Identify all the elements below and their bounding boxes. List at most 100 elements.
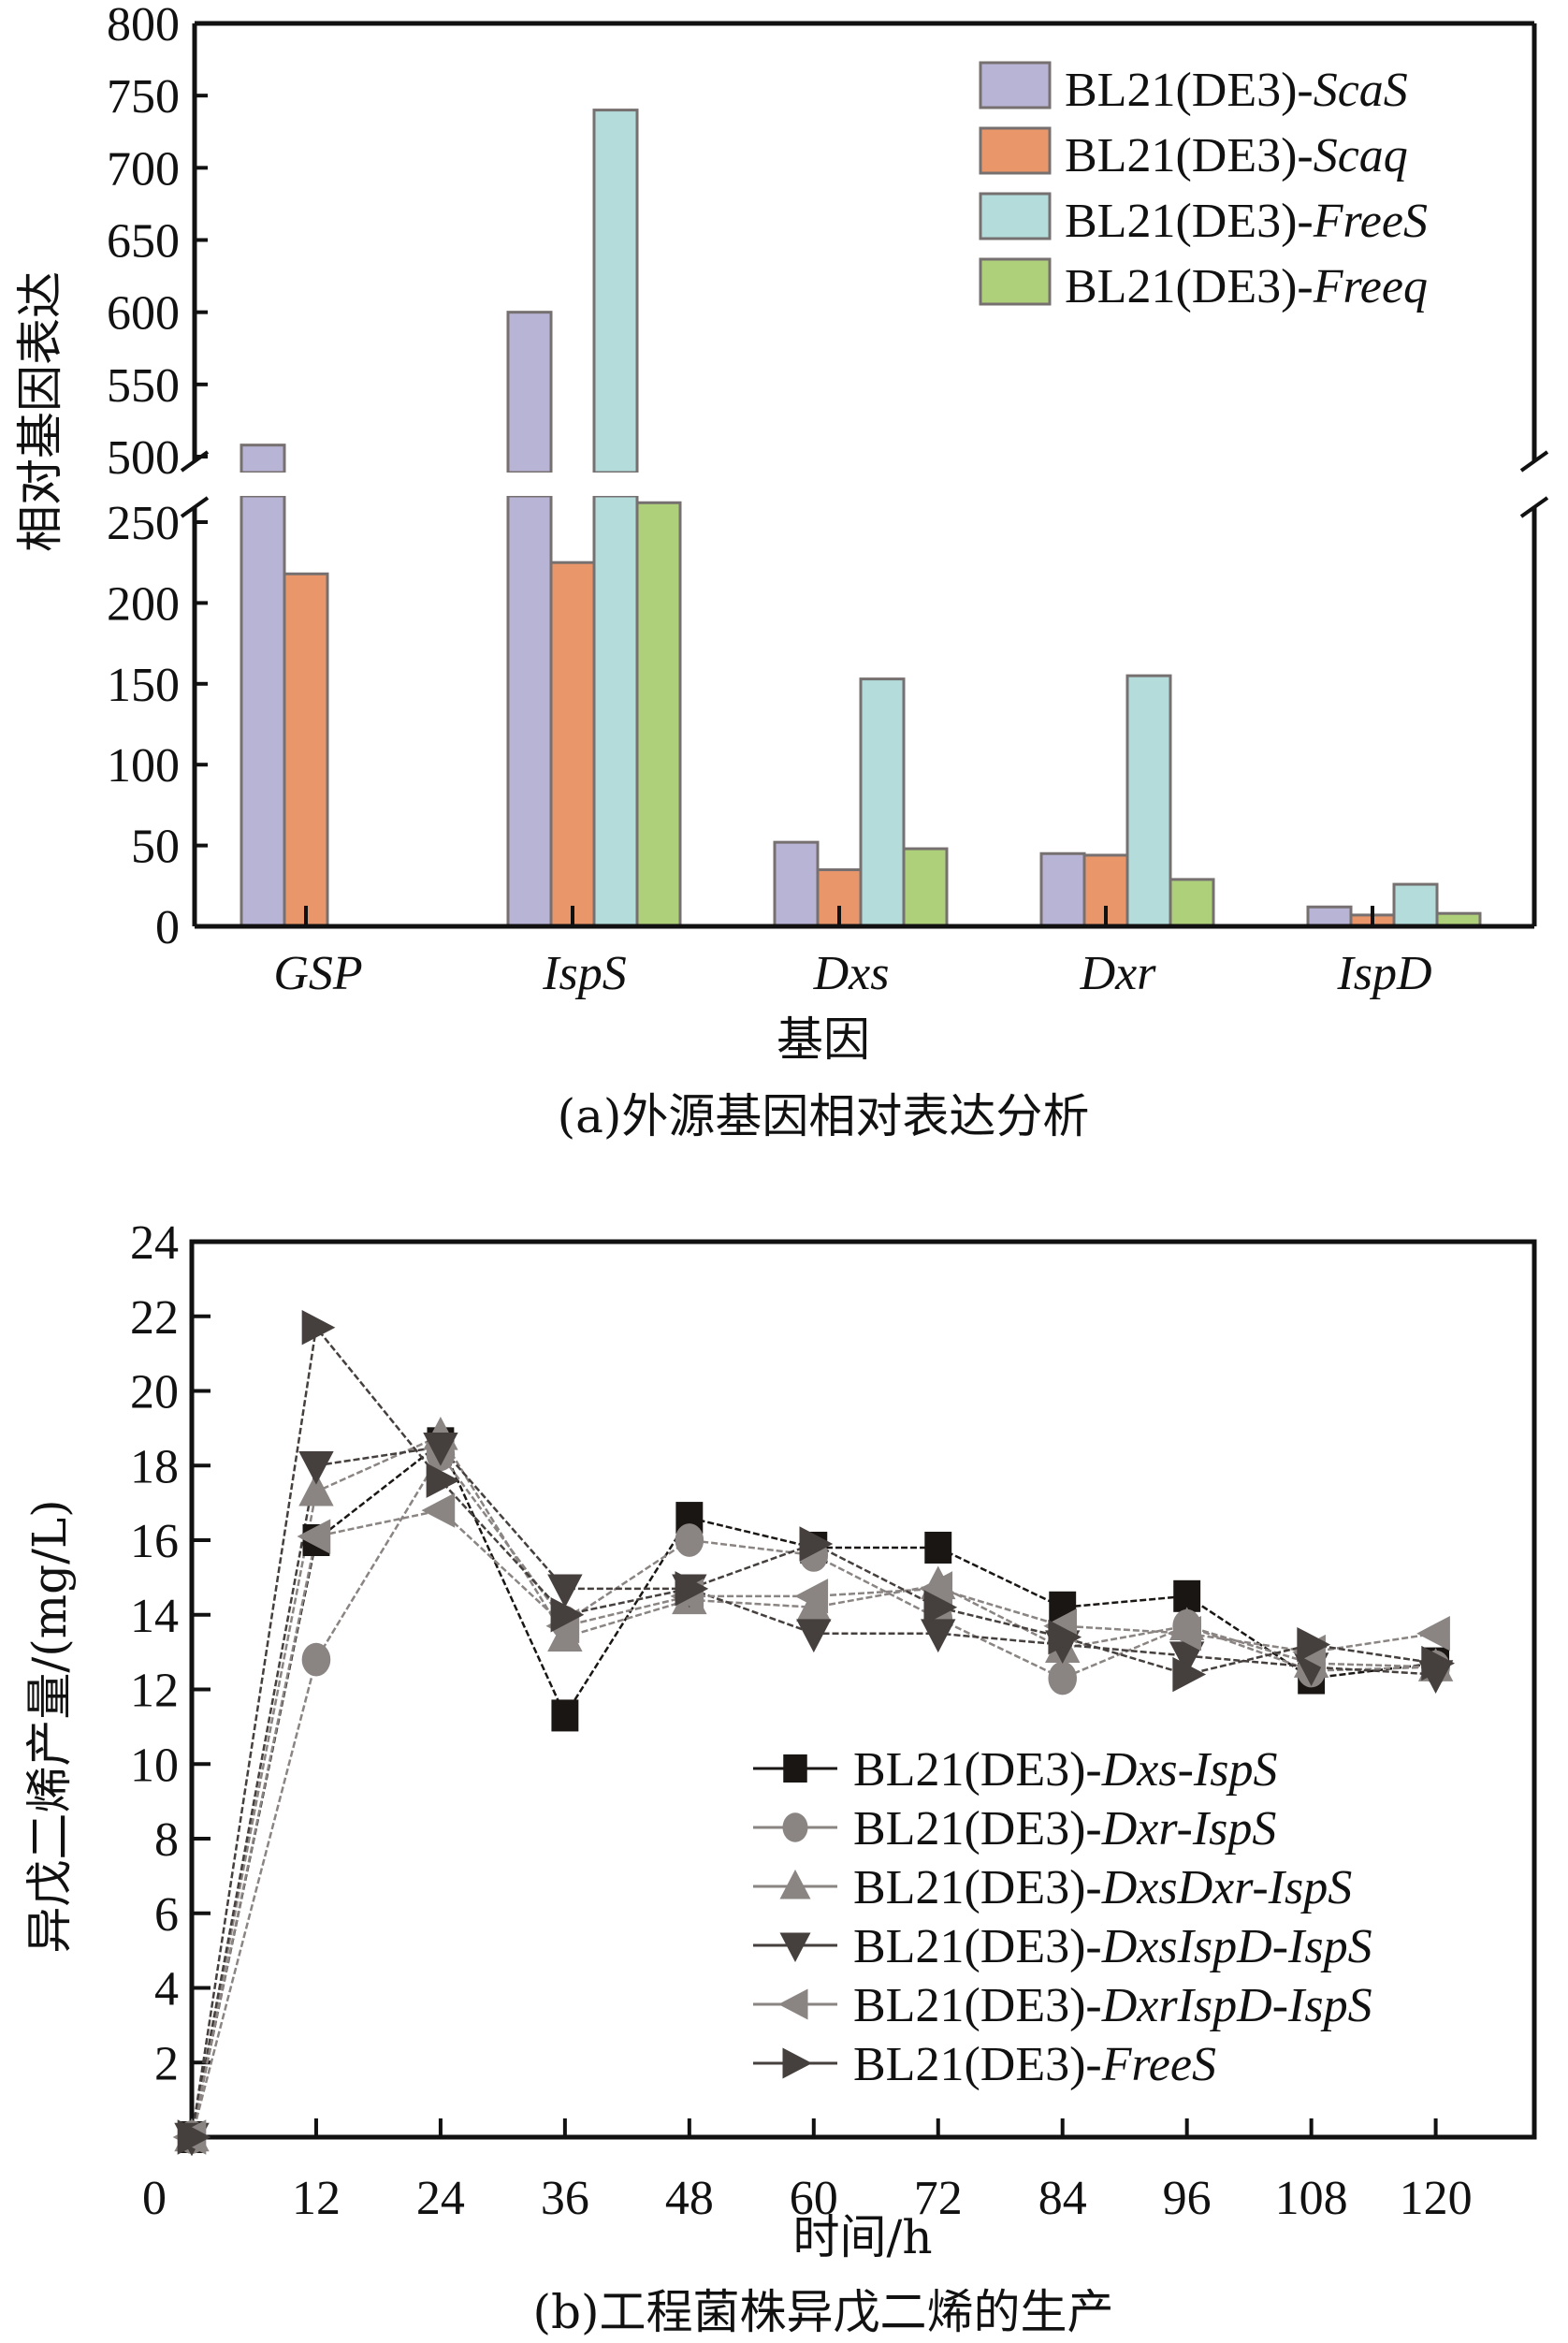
y-tick-label: 2 (154, 2037, 179, 2090)
y-tick-label: 8 (154, 1813, 179, 1867)
bar-Dxs-ScaS (773, 840, 820, 928)
x-tick-label: 24 (416, 2172, 465, 2225)
marker-square (551, 1699, 579, 1732)
marker-triangle-down (547, 1574, 583, 1608)
x-tick-label: Dxs (813, 947, 890, 1000)
marker-triangle-up (298, 1472, 334, 1506)
bar-IspS-FreeS-lower (592, 494, 639, 928)
x-tick-label: 108 (1275, 2172, 1348, 2225)
marker-triangle-left (794, 1579, 829, 1614)
x-tick-label: 12 (292, 2172, 341, 2225)
legend-marker-square (783, 1754, 807, 1783)
y-tick-label: 20 (130, 1366, 179, 1419)
marker-triangle-down (423, 1433, 458, 1466)
marker-triangle-right (1297, 1626, 1331, 1663)
x-tick-label: 36 (541, 2172, 589, 2225)
y-tick-label: 24 (130, 1216, 179, 1270)
y-tick-label: 250 (107, 497, 180, 550)
y-tick-label: 6 (154, 1888, 179, 1942)
y-tick-label: 14 (130, 1590, 179, 1643)
bar-IspS-Scaq (549, 560, 596, 928)
marker-triangle-left (421, 1492, 456, 1528)
bar-IspD-FreeS (1392, 882, 1439, 928)
legend-marker-triangle-up (779, 1870, 811, 1899)
x-axis-title: 基因 (777, 1012, 870, 1067)
bar-IspS-Freeq (635, 501, 682, 928)
y-tick-label: 10 (130, 1739, 179, 1792)
x-tick-label: Dxr (1080, 947, 1157, 1000)
y-tick-label: 600 (107, 287, 180, 341)
bar-GSP-Scaq (283, 572, 329, 928)
y-tick-label: 18 (130, 1440, 179, 1493)
legend-marker-circle (782, 1812, 808, 1842)
marker-triangle-left (1416, 1615, 1450, 1652)
x-tick-label: IspD (1336, 947, 1431, 1000)
axis-break-mark (1519, 450, 1549, 473)
legend-swatch (979, 61, 1052, 109)
bar-chart-relative-expression: 0 50 100 150 200 250 500 550 600 650 700 750 800 GSP I… (13, 0, 1549, 1143)
bar-GSP-ScaS-lower (240, 494, 286, 928)
series-line-FreeS (190, 1324, 1436, 2138)
y-tick-label: 0 (155, 901, 180, 954)
x-tick-label: 48 (665, 2172, 714, 2225)
axis-break-mark (180, 496, 210, 518)
marker-triangle-right (1421, 1645, 1455, 1681)
legend-label: BL21(DE3)-Freeq (1065, 260, 1428, 313)
legend-label: BL21(DE3)-DxrIspD-IspS (853, 1979, 1372, 2032)
marker-triangle-right (675, 1571, 709, 1607)
y-tick-label: 750 (107, 70, 180, 124)
y-tick-label: 100 (107, 739, 180, 793)
y-tick-label: 550 (107, 359, 180, 413)
marker-triangle-right (550, 1597, 585, 1633)
marker-circle (1048, 1661, 1078, 1695)
figure-caption-b: (b)工程菌株异戊二烯的生产 (532, 2285, 1113, 2339)
x-tick-label: 120 (1400, 2172, 1473, 2225)
y-tick-label: 12 (130, 1665, 179, 1718)
x-tick-label: GSP (273, 947, 362, 1000)
marker-circle (675, 1523, 704, 1557)
marker-triangle-right (799, 1526, 834, 1562)
marker-circle (301, 1642, 331, 1677)
y-tick-label: 22 (130, 1291, 179, 1345)
y-tick-label: 16 (130, 1515, 179, 1568)
legend-label: BL21(DE3)-ScaS (1065, 64, 1408, 117)
marker-triangle-down (796, 1619, 832, 1653)
x-tick-label: 72 (914, 2172, 963, 2225)
legend-label: BL21(DE3)-Scaq (1065, 129, 1408, 182)
y-tick-label: 200 (107, 577, 180, 631)
legend-label: BL21(DE3)-Dxs-IspS (853, 1743, 1277, 1797)
marker-triangle-right (1172, 1656, 1207, 1693)
legend-swatch (979, 126, 1052, 175)
marker-square (1173, 1579, 1201, 1612)
y-tick-label: 800 (107, 0, 180, 51)
marker-triangle-left (1168, 1615, 1201, 1652)
y-tick-label: 50 (131, 821, 180, 874)
axis-break-gap (185, 473, 1544, 496)
bar-GSP-ScaS-upper (240, 444, 286, 474)
axis-break-mark (1519, 496, 1549, 518)
bar-Dxr-Freeq (1169, 878, 1215, 928)
bar-Dxr-FreeS (1125, 674, 1172, 928)
y-tick-label: 4 (154, 1963, 179, 2016)
x-tick-label: IspS (542, 947, 627, 1000)
x-axis-title: 时间/h (792, 2210, 932, 2264)
legend-marker-triangle-right (782, 2047, 812, 2079)
marker-triangle-down (1169, 1641, 1205, 1676)
figure-caption-a: (a)外源基因相对表达分析 (558, 1089, 1090, 1143)
bar-IspS-FreeS-upper (592, 109, 639, 474)
x-tick-label: 96 (1163, 2172, 1212, 2225)
marker-triangle-right (426, 1463, 460, 1498)
bar-Dxs-Freeq (902, 847, 949, 928)
series-group (172, 1310, 1455, 2157)
marker-triangle-left (297, 1519, 331, 1554)
legend-label: BL21(DE3)-FreeS (853, 2038, 1216, 2091)
marker-triangle-down (298, 1450, 334, 1485)
bar-IspS-ScaS-upper (506, 311, 553, 474)
y-tick-label: 650 (107, 215, 180, 269)
marker-square (924, 1531, 952, 1564)
legend-label: BL21(DE3)-FreeS (1065, 195, 1428, 248)
legend-swatch (979, 257, 1052, 306)
legend-swatch (979, 192, 1052, 240)
x-tick-label: 84 (1038, 2172, 1087, 2225)
